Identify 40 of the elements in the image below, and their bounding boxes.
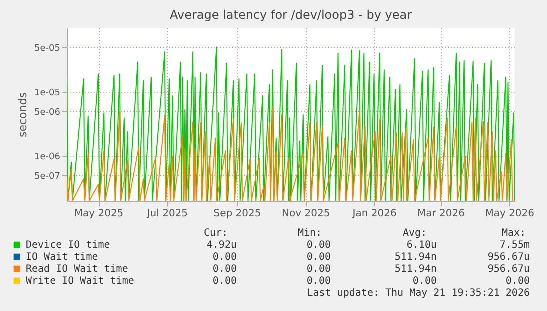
text: 0.00 xyxy=(412,276,437,287)
x-tick-label: Jan 2026 xyxy=(352,208,397,220)
y-tick-label: 5e-07 xyxy=(34,172,60,182)
line-series xyxy=(67,106,514,201)
x-tick-label: Nov 2025 xyxy=(282,208,330,220)
text: 0.00 xyxy=(212,252,237,263)
legend-label: IO Wait time xyxy=(26,252,98,263)
text: Last update: Thu May 21 19:35:21 2026 xyxy=(307,288,530,299)
x-tick-label: May 2025 xyxy=(74,208,124,220)
legend-label: Write IO Wait time xyxy=(26,276,134,287)
text: 0.00 xyxy=(306,264,331,275)
text: 511.94n xyxy=(394,264,437,275)
text: 956.67u xyxy=(488,264,530,275)
text: 511.94n xyxy=(394,252,437,263)
text: 7.55m xyxy=(500,240,530,251)
text: Avg: xyxy=(402,228,428,239)
text: Cur: xyxy=(204,228,228,239)
text: Max: xyxy=(502,228,526,239)
x-tick-label: May 2026 xyxy=(485,208,535,220)
text: 6.10u xyxy=(406,240,437,251)
y-tick-label: 1e-05 xyxy=(34,88,60,99)
text: 0.00 xyxy=(306,276,331,287)
legend-label: Read IO Wait time xyxy=(26,264,128,275)
x-tick-label: Mar 2026 xyxy=(417,208,465,220)
text: 0.00 xyxy=(506,276,530,287)
x-tick-label: Jul 2025 xyxy=(146,208,188,220)
text: 0.00 xyxy=(212,276,237,287)
text: 0.00 xyxy=(306,252,331,263)
y-tick-label: 5e-06 xyxy=(34,108,61,118)
text: 0.00 xyxy=(306,240,331,251)
y-tick-label: 1e-06 xyxy=(34,152,61,163)
text: 956.67u xyxy=(488,252,530,263)
y-tick-label: 5e-05 xyxy=(34,44,60,54)
y-axis-title: seconds xyxy=(16,92,30,138)
text: 0.00 xyxy=(212,264,237,275)
legend-label: Device IO time xyxy=(26,240,110,251)
x-tick-label: Sep 2025 xyxy=(214,208,262,220)
text: 4.92u xyxy=(206,240,237,251)
text: Min: xyxy=(298,228,322,239)
chart-title: Average latency for /dev/loop3 - by year xyxy=(170,8,412,22)
